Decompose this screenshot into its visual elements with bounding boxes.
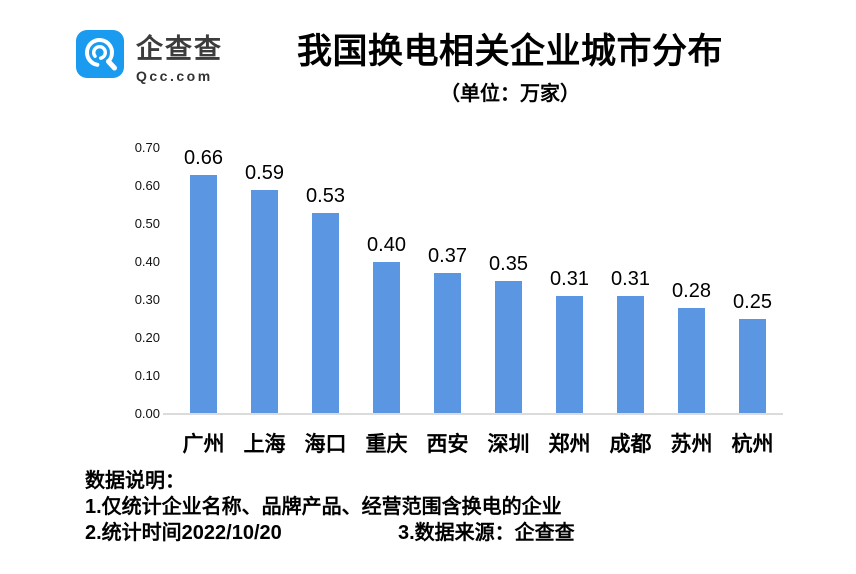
- bar-value-label: 0.35: [489, 253, 528, 275]
- bar-slot: 0.35: [478, 148, 539, 414]
- bar-value-label: 0.31: [550, 268, 589, 291]
- bar: [434, 273, 461, 414]
- logo-cn-name: 企查查: [136, 34, 223, 64]
- x-category-label: 海口: [304, 433, 347, 456]
- bar-slot: 0.37: [417, 148, 478, 414]
- plot-area: 0.66 0.59 0.53 0.40 0.37 0.35 0.31 0.31 0.28 0.25: [173, 148, 783, 414]
- bar-value-label: 0.53: [306, 184, 345, 207]
- y-tick-label: 0.70: [134, 140, 160, 155]
- x-category-label: 深圳: [487, 433, 530, 456]
- bar-slot: 0.59: [234, 148, 295, 414]
- bar-slot: 0.31: [600, 148, 661, 414]
- bar-value-label: 0.28: [672, 279, 711, 302]
- title-block: 我国换电相关企业城市分布 （单位：万家）: [250, 32, 770, 106]
- y-tick-label: 0.50: [134, 216, 160, 231]
- y-tick-label: 0.30: [134, 292, 160, 307]
- x-category-label: 苏州: [670, 433, 713, 456]
- bar-value-label: 0.40: [367, 234, 406, 256]
- x-category-label: 广州: [182, 433, 225, 456]
- x-category-label: 郑州: [548, 433, 591, 456]
- bar-slot: 0.25: [722, 148, 783, 414]
- bar-slot: 0.53: [295, 148, 356, 414]
- x-category-label: 杭州: [731, 433, 774, 456]
- bar: [312, 212, 339, 414]
- bar-value-label: 0.25: [733, 291, 772, 313]
- bar-slot: 0.28: [661, 148, 722, 414]
- bar-slot: 0.40: [356, 148, 417, 414]
- bar: [251, 189, 278, 414]
- bar-value-label: 0.37: [428, 245, 467, 268]
- qcc-logo-text: 企查查 Qcc.com: [136, 30, 223, 85]
- bar-value-label: 0.66: [184, 147, 223, 169]
- x-category-label: 成都: [609, 433, 652, 456]
- page-title: 我国换电相关企业城市分布: [296, 32, 723, 71]
- note-row-bottom: 2.统计时间2022/10/20 3.数据来源：企查查: [85, 520, 575, 546]
- x-category-label: 重庆: [365, 433, 408, 456]
- y-tick-label: 0.60: [134, 178, 160, 193]
- y-tick-label: 0.00: [134, 406, 160, 421]
- bar-slot: 0.66: [173, 148, 234, 414]
- qcc-logo-icon: [76, 30, 124, 78]
- bar: [617, 296, 644, 414]
- bar: [190, 175, 217, 414]
- bar-value-label: 0.31: [611, 268, 650, 291]
- bar: [495, 281, 522, 414]
- qcc-logo: 企查查 Qcc.com: [76, 30, 223, 84]
- x-axis-baseline: [163, 413, 783, 415]
- bar: [739, 319, 766, 414]
- note-data-source: 3.数据来源：企查查: [398, 522, 575, 544]
- data-notes: 数据说明： 1.仅统计企业名称、品牌产品、经营范围含换电的企业 2.统计时间20…: [85, 468, 575, 546]
- x-axis: 广州 上海 海口 重庆 西安 深圳 郑州 成都 苏州 杭州: [173, 428, 783, 458]
- bar: [556, 296, 583, 414]
- bar-value-label: 0.59: [245, 161, 284, 184]
- y-tick-label: 0.20: [134, 330, 160, 345]
- bar-slot: 0.31: [539, 148, 600, 414]
- note-statistics-date: 2.统计时间2022/10/20: [85, 522, 282, 544]
- bar: [373, 262, 400, 414]
- page-subtitle: （单位：万家）: [440, 82, 580, 105]
- logo-domain: Qcc.com: [136, 68, 213, 84]
- y-axis: 0.00 0.10 0.20 0.30 0.40 0.50 0.60 0.70: [108, 140, 160, 421]
- note-statistics-scope: 1.仅统计企业名称、品牌产品、经营范围含换电的企业: [85, 496, 562, 518]
- notes-heading: 数据说明：: [85, 470, 185, 492]
- y-tick-label: 0.10: [134, 368, 160, 383]
- bar: [678, 307, 705, 414]
- x-category-label: 西安: [426, 433, 469, 456]
- y-tick-label: 0.40: [134, 254, 160, 269]
- x-category-label: 上海: [243, 433, 286, 456]
